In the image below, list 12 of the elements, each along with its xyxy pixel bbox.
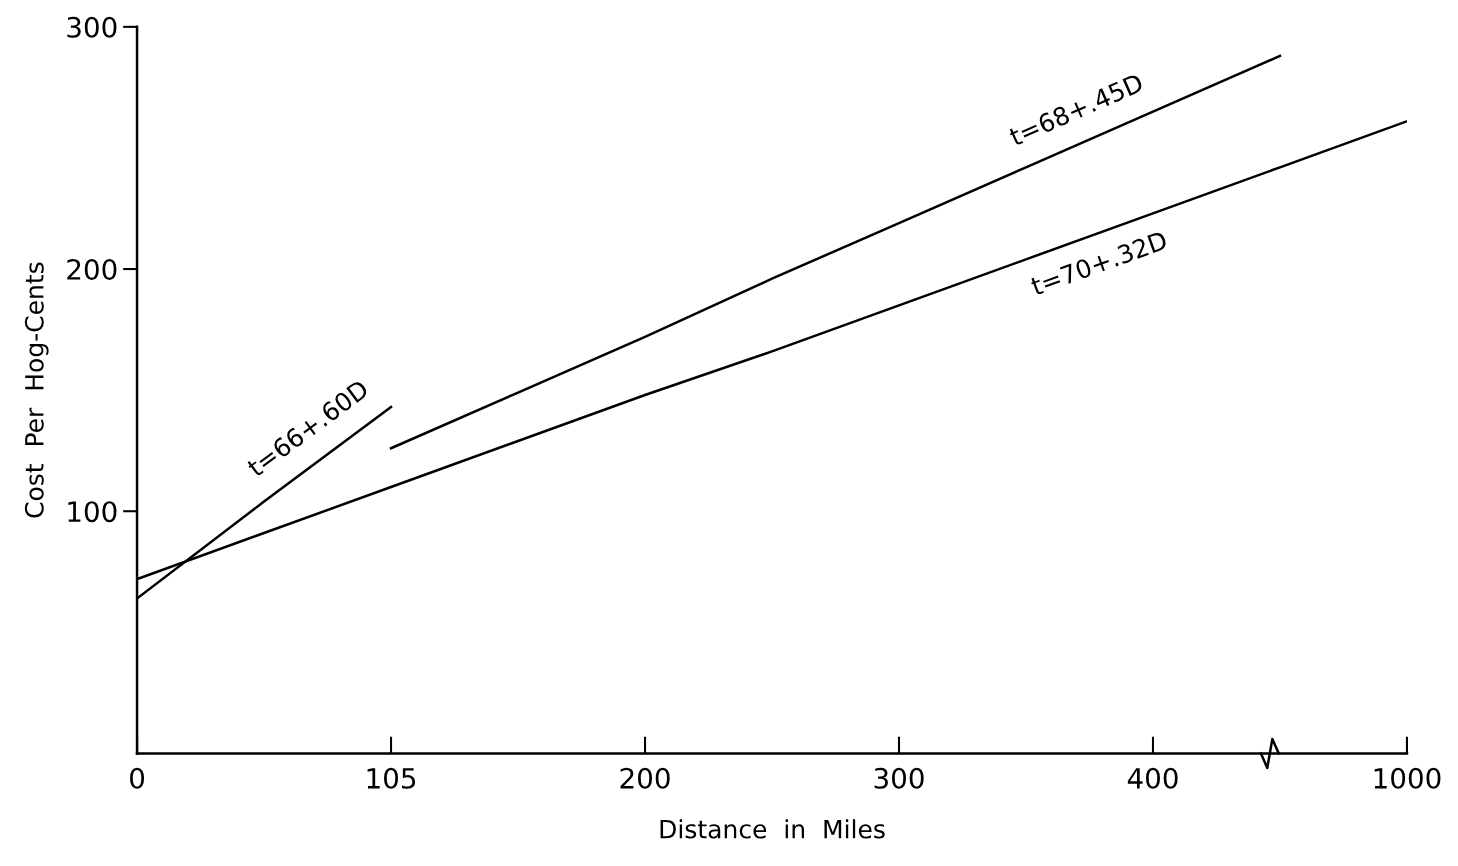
y-tick-label: 300 [67, 16, 117, 38]
y-tick-label: 200 [67, 258, 117, 280]
x-tick-label: 300 [874, 767, 924, 789]
x-tick-label: 400 [1127, 767, 1178, 789]
line-series [389, 54, 1282, 450]
x-tick-label: 1000 [1374, 767, 1441, 789]
x-tick-label: 0 [130, 767, 145, 789]
x-axis-title: Distance in Miles [660, 819, 885, 839]
y-axis-title: Cost Per Hog-Cents [24, 262, 49, 518]
x-tick-label: 105 [367, 767, 416, 789]
y-tick-label: 100 [68, 501, 117, 523]
x-tick-label: 200 [620, 767, 670, 789]
